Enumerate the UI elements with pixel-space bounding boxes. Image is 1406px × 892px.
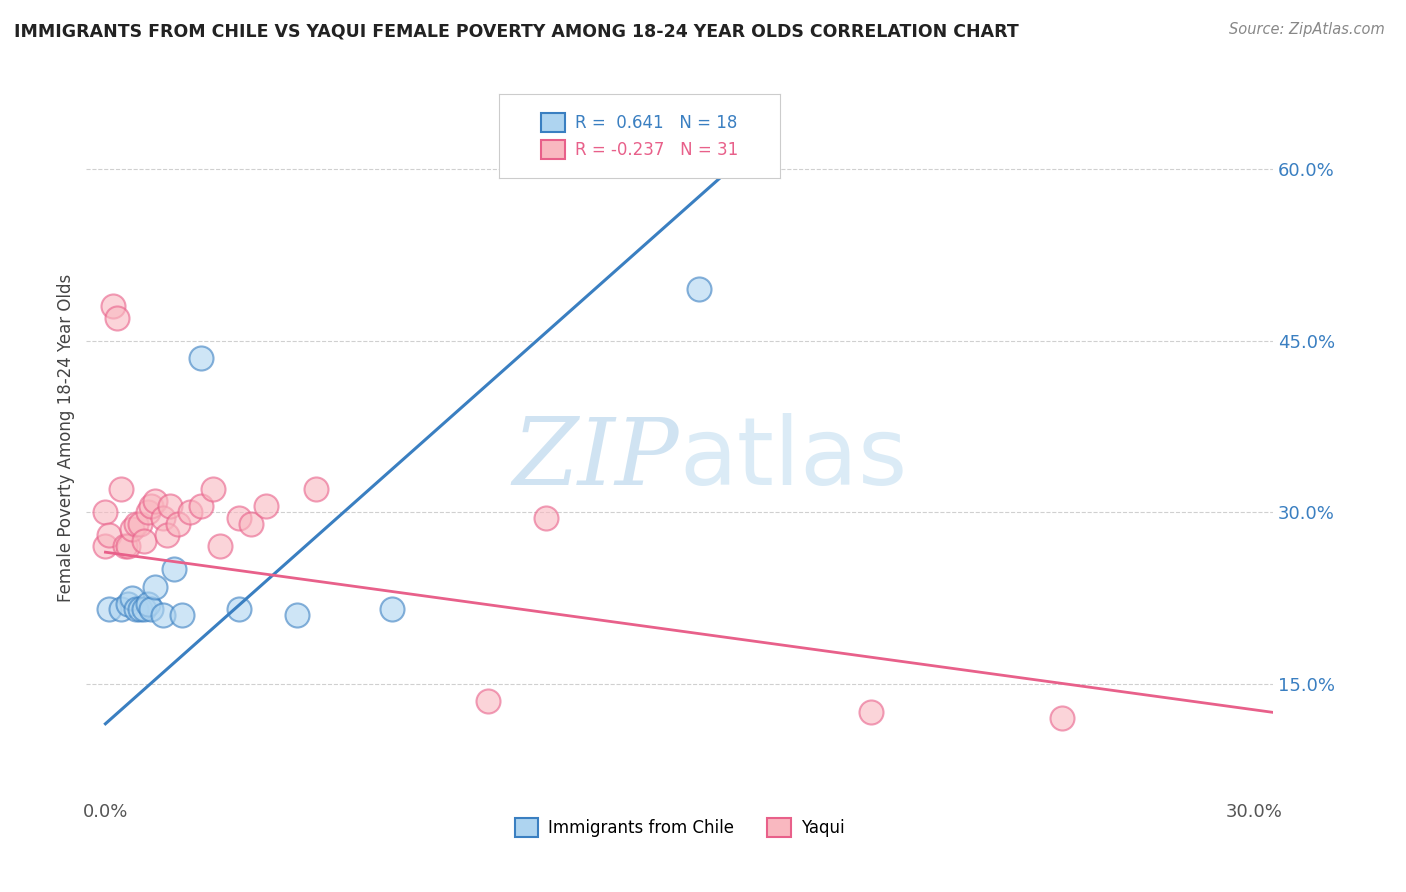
- Point: [101, 299, 124, 313]
- Point: [128, 516, 150, 531]
- Point: [94, 540, 117, 554]
- Point: [121, 591, 143, 605]
- Point: [159, 500, 181, 514]
- Point: [114, 540, 136, 554]
- Point: [156, 528, 179, 542]
- Point: [534, 511, 557, 525]
- Point: [190, 351, 212, 365]
- Point: [98, 528, 121, 542]
- Point: [98, 602, 121, 616]
- Point: [110, 602, 132, 616]
- Point: [305, 483, 328, 497]
- Point: [125, 516, 148, 531]
- Point: [190, 500, 212, 514]
- Y-axis label: Female Poverty Among 18-24 Year Olds: Female Poverty Among 18-24 Year Olds: [58, 274, 75, 602]
- Legend: R =  0.641   N = 18, R = -0.237   N = 31: R = 0.641 N = 18, R = -0.237 N = 31: [534, 106, 745, 166]
- Point: [1052, 711, 1074, 725]
- Point: [125, 602, 148, 616]
- Point: [170, 608, 193, 623]
- Legend: Immigrants from Chile, Yaqui: Immigrants from Chile, Yaqui: [508, 812, 851, 844]
- Point: [132, 602, 155, 616]
- Point: [163, 562, 186, 576]
- Point: [110, 483, 132, 497]
- Point: [477, 694, 499, 708]
- Point: [381, 602, 404, 616]
- Point: [141, 602, 163, 616]
- Text: IMMIGRANTS FROM CHILE VS YAQUI FEMALE POVERTY AMONG 18-24 YEAR OLDS CORRELATION : IMMIGRANTS FROM CHILE VS YAQUI FEMALE PO…: [14, 22, 1019, 40]
- Point: [254, 500, 277, 514]
- Point: [121, 522, 143, 536]
- Point: [152, 511, 174, 525]
- Text: atlas: atlas: [679, 413, 908, 506]
- Point: [209, 540, 232, 554]
- Point: [859, 706, 882, 720]
- Point: [94, 505, 117, 519]
- Text: Source: ZipAtlas.com: Source: ZipAtlas.com: [1229, 22, 1385, 37]
- Point: [143, 493, 166, 508]
- Point: [136, 597, 159, 611]
- Point: [688, 282, 710, 296]
- Point: [136, 505, 159, 519]
- Point: [201, 483, 224, 497]
- Point: [285, 608, 308, 623]
- Point: [105, 310, 128, 325]
- Point: [143, 580, 166, 594]
- Point: [132, 533, 155, 548]
- Point: [117, 597, 139, 611]
- Point: [228, 602, 250, 616]
- Point: [152, 608, 174, 623]
- Point: [128, 602, 150, 616]
- Point: [117, 540, 139, 554]
- Point: [141, 500, 163, 514]
- Point: [167, 516, 190, 531]
- Point: [239, 516, 262, 531]
- Point: [228, 511, 250, 525]
- Text: ZIP: ZIP: [513, 415, 679, 504]
- Point: [179, 505, 201, 519]
